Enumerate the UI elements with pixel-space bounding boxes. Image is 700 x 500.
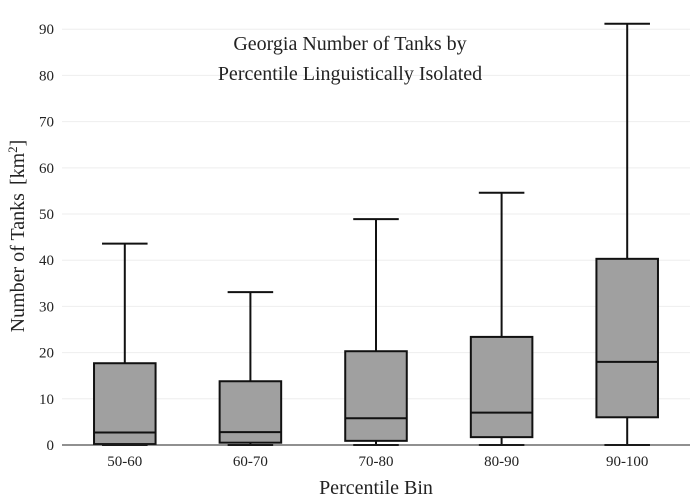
x-tick-label: 70-80 [359, 454, 394, 470]
x-axis-title: Percentile Bin [319, 477, 433, 499]
y-axis-title: Number of Tanks[km2] [5, 140, 30, 333]
y-axis-unit-exponent: 2 [5, 146, 20, 153]
x-tick-labels: 50-60 60-70 70-80 80-90 90-100 [107, 454, 648, 470]
y-tick-label: 50 [39, 207, 54, 223]
iqr-box [93, 362, 157, 446]
y-tick-label: 20 [39, 346, 54, 362]
chart-title-line-1: Georgia Number of Tanks by [233, 33, 466, 55]
y-tick-label: 70 [39, 115, 54, 131]
box-50-60 [93, 242, 157, 446]
iqr-box [344, 350, 408, 442]
y-axis-unit-base: km [7, 152, 29, 178]
y-tick-label: 80 [39, 68, 54, 84]
y-tick-label: 10 [39, 392, 54, 408]
chart-title-line-2: Percentile Linguistically Isolated [218, 63, 482, 85]
y-tick-labels: 0 10 20 30 40 50 60 70 80 90 [39, 22, 54, 454]
box-90-100 [595, 22, 659, 446]
iqr-box [595, 257, 659, 419]
y-tick-label: 0 [47, 438, 55, 454]
iqr-box [469, 335, 534, 439]
box-70-80 [344, 218, 408, 446]
y-tick-label: 30 [39, 299, 54, 315]
y-tick-label: 60 [39, 161, 54, 177]
x-tick-label: 90-100 [606, 454, 649, 470]
boxes [93, 22, 659, 446]
box-80-90 [469, 191, 534, 446]
grid-lines [62, 28, 690, 400]
x-tick-label: 60-70 [233, 454, 268, 470]
y-tick-label: 90 [39, 22, 54, 38]
iqr-box [218, 380, 283, 444]
box-60-70 [218, 291, 283, 446]
x-tick-label: 50-60 [107, 454, 142, 470]
y-tick-label: 40 [39, 253, 54, 269]
y-axis-title-text: Number of Tanks [7, 193, 29, 333]
x-tick-label: 80-90 [484, 454, 519, 470]
